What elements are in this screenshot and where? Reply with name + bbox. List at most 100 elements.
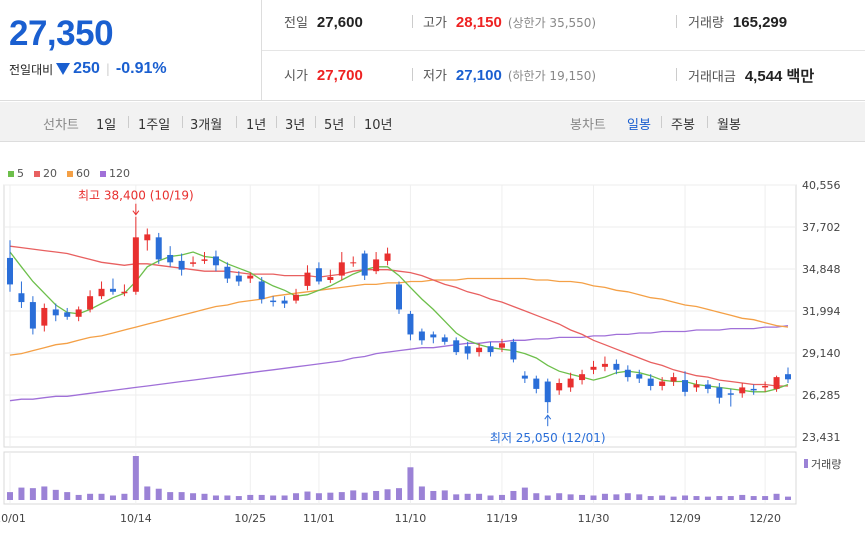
volume-bar [773,493,780,500]
candle-body [396,284,402,310]
tab-daily[interactable]: 일봉 [627,118,651,133]
tab-3y[interactable]: 3년 [285,118,306,133]
candle-body [144,234,151,241]
candle-body [304,272,311,286]
x-tick-label: 12/09 [669,512,701,525]
change-absolute: 250 [73,60,100,77]
row-divider [262,50,865,51]
candle-body [693,384,700,388]
volume-bar [350,490,357,500]
legend-ma20: 20 [34,167,57,180]
volume-bar [373,490,380,500]
prev-close-value: 27,600 [316,14,363,31]
volume-bar [739,494,746,500]
ma120-line [9,324,789,402]
candle-body [464,346,471,354]
candle-body [750,388,757,391]
volume-bar [464,493,471,500]
tab-3m[interactable]: 3개월 [190,118,223,133]
change-percent: -0.91% [115,60,167,77]
candle-body [579,374,586,381]
x-tick-label: 10/25 [234,512,266,525]
volume-bar [212,495,219,500]
volume-bar [498,494,505,500]
volume-bars [7,456,791,500]
candle-body [544,381,551,403]
price-box: 27,350 전일대비 250 | -0.91% [0,0,262,101]
divider [676,68,677,81]
volume-bar [590,495,597,500]
tab-1w[interactable]: 1주일 [138,118,171,133]
legend-swatch [8,170,14,177]
high-arrow-head [132,210,140,216]
volume-bar [315,493,322,500]
candle-body [430,334,437,338]
candle-body [659,381,666,386]
legend-label: 60 [76,167,90,180]
prev-close-label: 전일 [284,16,308,31]
volume-bar [647,496,654,500]
volume-bar [579,494,586,500]
candle-body [18,293,25,303]
candle-body [498,343,505,348]
candle-body [350,262,357,264]
x-tick-label: 11/10 [395,512,427,525]
legend-ma120: 120 [100,167,130,180]
volume-bar [636,494,643,500]
volume-bar [7,492,13,500]
legend-label: 20 [43,167,57,180]
volume-stat: 거래량 165,299 [688,12,787,31]
volume-bar [155,488,162,500]
open-price: 시가 27,700 [284,65,363,84]
candle-body [418,331,425,341]
candle-body [361,253,368,276]
legend-ma5: 5 [8,167,24,180]
candle-body [476,347,483,353]
candle-body [773,377,780,389]
open-label: 시가 [284,69,308,84]
day-high: 고가 28,150 (상한가 35,550) [423,12,596,31]
candle-body [7,257,13,285]
ma-legend: 5 20 60 120 [8,167,130,180]
divider: | [105,62,110,76]
volume-frame [3,451,797,505]
x-tick-label: 12/20 [749,512,781,525]
divider [707,116,708,128]
volume-bar [785,496,791,500]
current-price: 27,350 [9,14,114,53]
candle-body [762,385,769,388]
low-label: 저가 [423,69,447,84]
volume-bar [476,493,483,500]
divider [182,116,183,128]
candle-body [190,262,197,264]
volume-bar [396,488,402,500]
tab-5y[interactable]: 5년 [324,118,345,133]
tab-10y[interactable]: 10년 [364,118,393,133]
candle-body [601,363,608,367]
tab-1y[interactable]: 1년 [246,118,267,133]
volume-bar [29,488,36,500]
candle-body [636,374,643,379]
volume-bar [98,493,105,500]
trade-value-stat: 거래대금 4,544 백만 [688,65,814,86]
high-label: 고가 [423,16,447,31]
legend-swatch [100,170,106,177]
down-triangle-icon [56,63,71,75]
open-value: 27,700 [316,67,363,84]
candle-body [178,260,185,270]
tab-monthly[interactable]: 월봉 [717,118,741,133]
y-tick-label: 29,140 [802,347,841,360]
candle-body [590,366,597,370]
volume-bar [418,486,425,500]
tab-1d[interactable]: 1일 [96,118,117,133]
day-low: 저가 27,100 (하한가 19,150) [423,65,596,84]
candle-chart-label: 봉차트 [570,118,606,133]
tab-weekly[interactable]: 주봉 [671,118,695,133]
volume-bar [75,494,82,500]
y-tick-label: 34,848 [802,263,841,276]
candle-body [613,363,620,370]
y-tick-label: 40,556 [802,179,841,192]
price-change: 전일대비 250 | -0.91% [9,60,167,78]
candle-body [109,288,116,292]
